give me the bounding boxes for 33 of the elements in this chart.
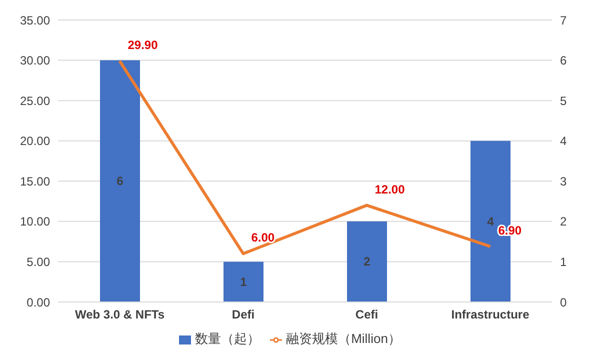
legend-label: 融资规模（Million） [286, 331, 401, 346]
y-tick-label: 5.00 [26, 254, 50, 269]
bar [224, 262, 264, 302]
y2-tick-label: 7 [560, 13, 567, 28]
y2-tick-label: 0 [560, 295, 567, 310]
legend-label: 数量（起） [195, 331, 260, 346]
line-series [118, 60, 492, 256]
y2-tick-label: 2 [560, 214, 567, 229]
y-tick-label: 15.00 [20, 174, 50, 188]
data-label: 6.00 [251, 230, 275, 245]
data-label: 2 [364, 254, 371, 269]
y2-tick-label: 3 [560, 174, 567, 188]
data-label: 29.90 [128, 38, 158, 52]
y2-tick-label: 6 [560, 54, 567, 68]
x-tick-label: Cefi [355, 308, 378, 322]
data-label: 4 [487, 214, 494, 228]
data-label: 1 [240, 274, 248, 289]
y-tick-label: 10.00 [20, 214, 50, 229]
y-tick-label: 0.00 [26, 295, 50, 310]
x-tick-label: Web 3.0 & NFTs [74, 308, 165, 322]
y-tick-label: 35.00 [20, 13, 50, 28]
y-tick-label: 30.00 [20, 54, 50, 68]
bar [100, 60, 140, 302]
bar [347, 221, 387, 302]
data-label: 6 [116, 174, 124, 188]
y-tick-label: 25.00 [20, 94, 50, 108]
y2-tick-label: 4 [560, 134, 567, 148]
x-tick-label: Infrastructure [451, 308, 530, 322]
y2-tick-label: 5 [560, 94, 567, 108]
y2-tick-label: 1 [560, 254, 567, 269]
data-label: 12.00 [374, 182, 406, 196]
y-tick-label: 20.00 [20, 134, 50, 148]
x-tick-label: Defi [232, 308, 255, 322]
